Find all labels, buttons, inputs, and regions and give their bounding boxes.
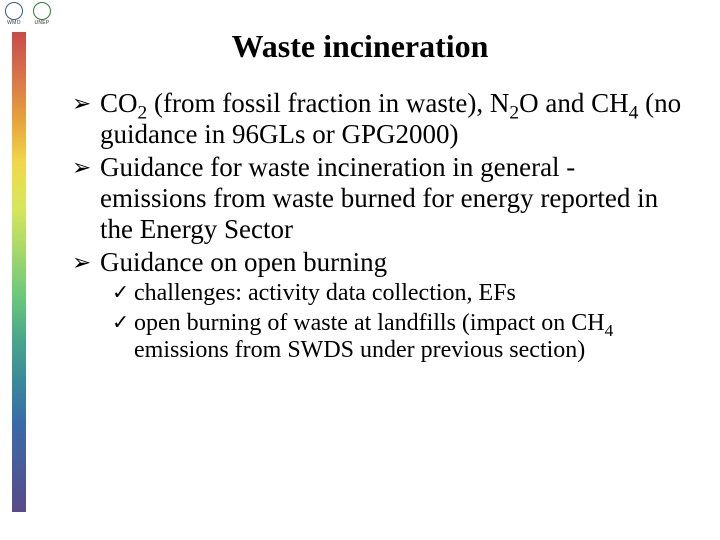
sub-bullet-list: ✓challenges: activity data collection, E… (112, 280, 682, 365)
gradient-bar (12, 32, 26, 512)
unep-label: UNEP (34, 20, 49, 26)
unep-logo: UNEP (28, 0, 56, 28)
bullet-item: ➢Guidance on open burning (72, 247, 682, 278)
bullet-text: Guidance on open burning (100, 247, 682, 278)
sub-bullet-text: challenges: activity data collection, EF… (134, 280, 682, 308)
page-title: Waste incineration (0, 28, 720, 65)
arrow-icon: ➢ (72, 247, 100, 278)
bullet-list: ➢CO2 (from fossil fraction in waste), N2… (72, 88, 682, 367)
leaf-globe-icon (33, 2, 51, 20)
check-icon: ✓ (112, 310, 134, 338)
arrow-icon: ➢ (72, 152, 100, 183)
sub-bullet-item: ✓challenges: activity data collection, E… (112, 280, 682, 308)
bullet-item: ➢CO2 (from fossil fraction in waste), N2… (72, 88, 682, 150)
sub-bullet-item: ✓open burning of waste at landfills (imp… (112, 310, 682, 365)
check-icon: ✓ (112, 280, 134, 308)
sidebar (0, 0, 28, 540)
bullet-text: CO2 (from fossil fraction in waste), N2O… (100, 88, 682, 150)
sub-bullet-text: open burning of waste at landfills (impa… (134, 310, 682, 365)
bullet-text: Guidance for waste incineration in gener… (100, 152, 682, 245)
bullet-item: ➢Guidance for waste incineration in gene… (72, 152, 682, 245)
arrow-icon: ➢ (72, 88, 100, 119)
